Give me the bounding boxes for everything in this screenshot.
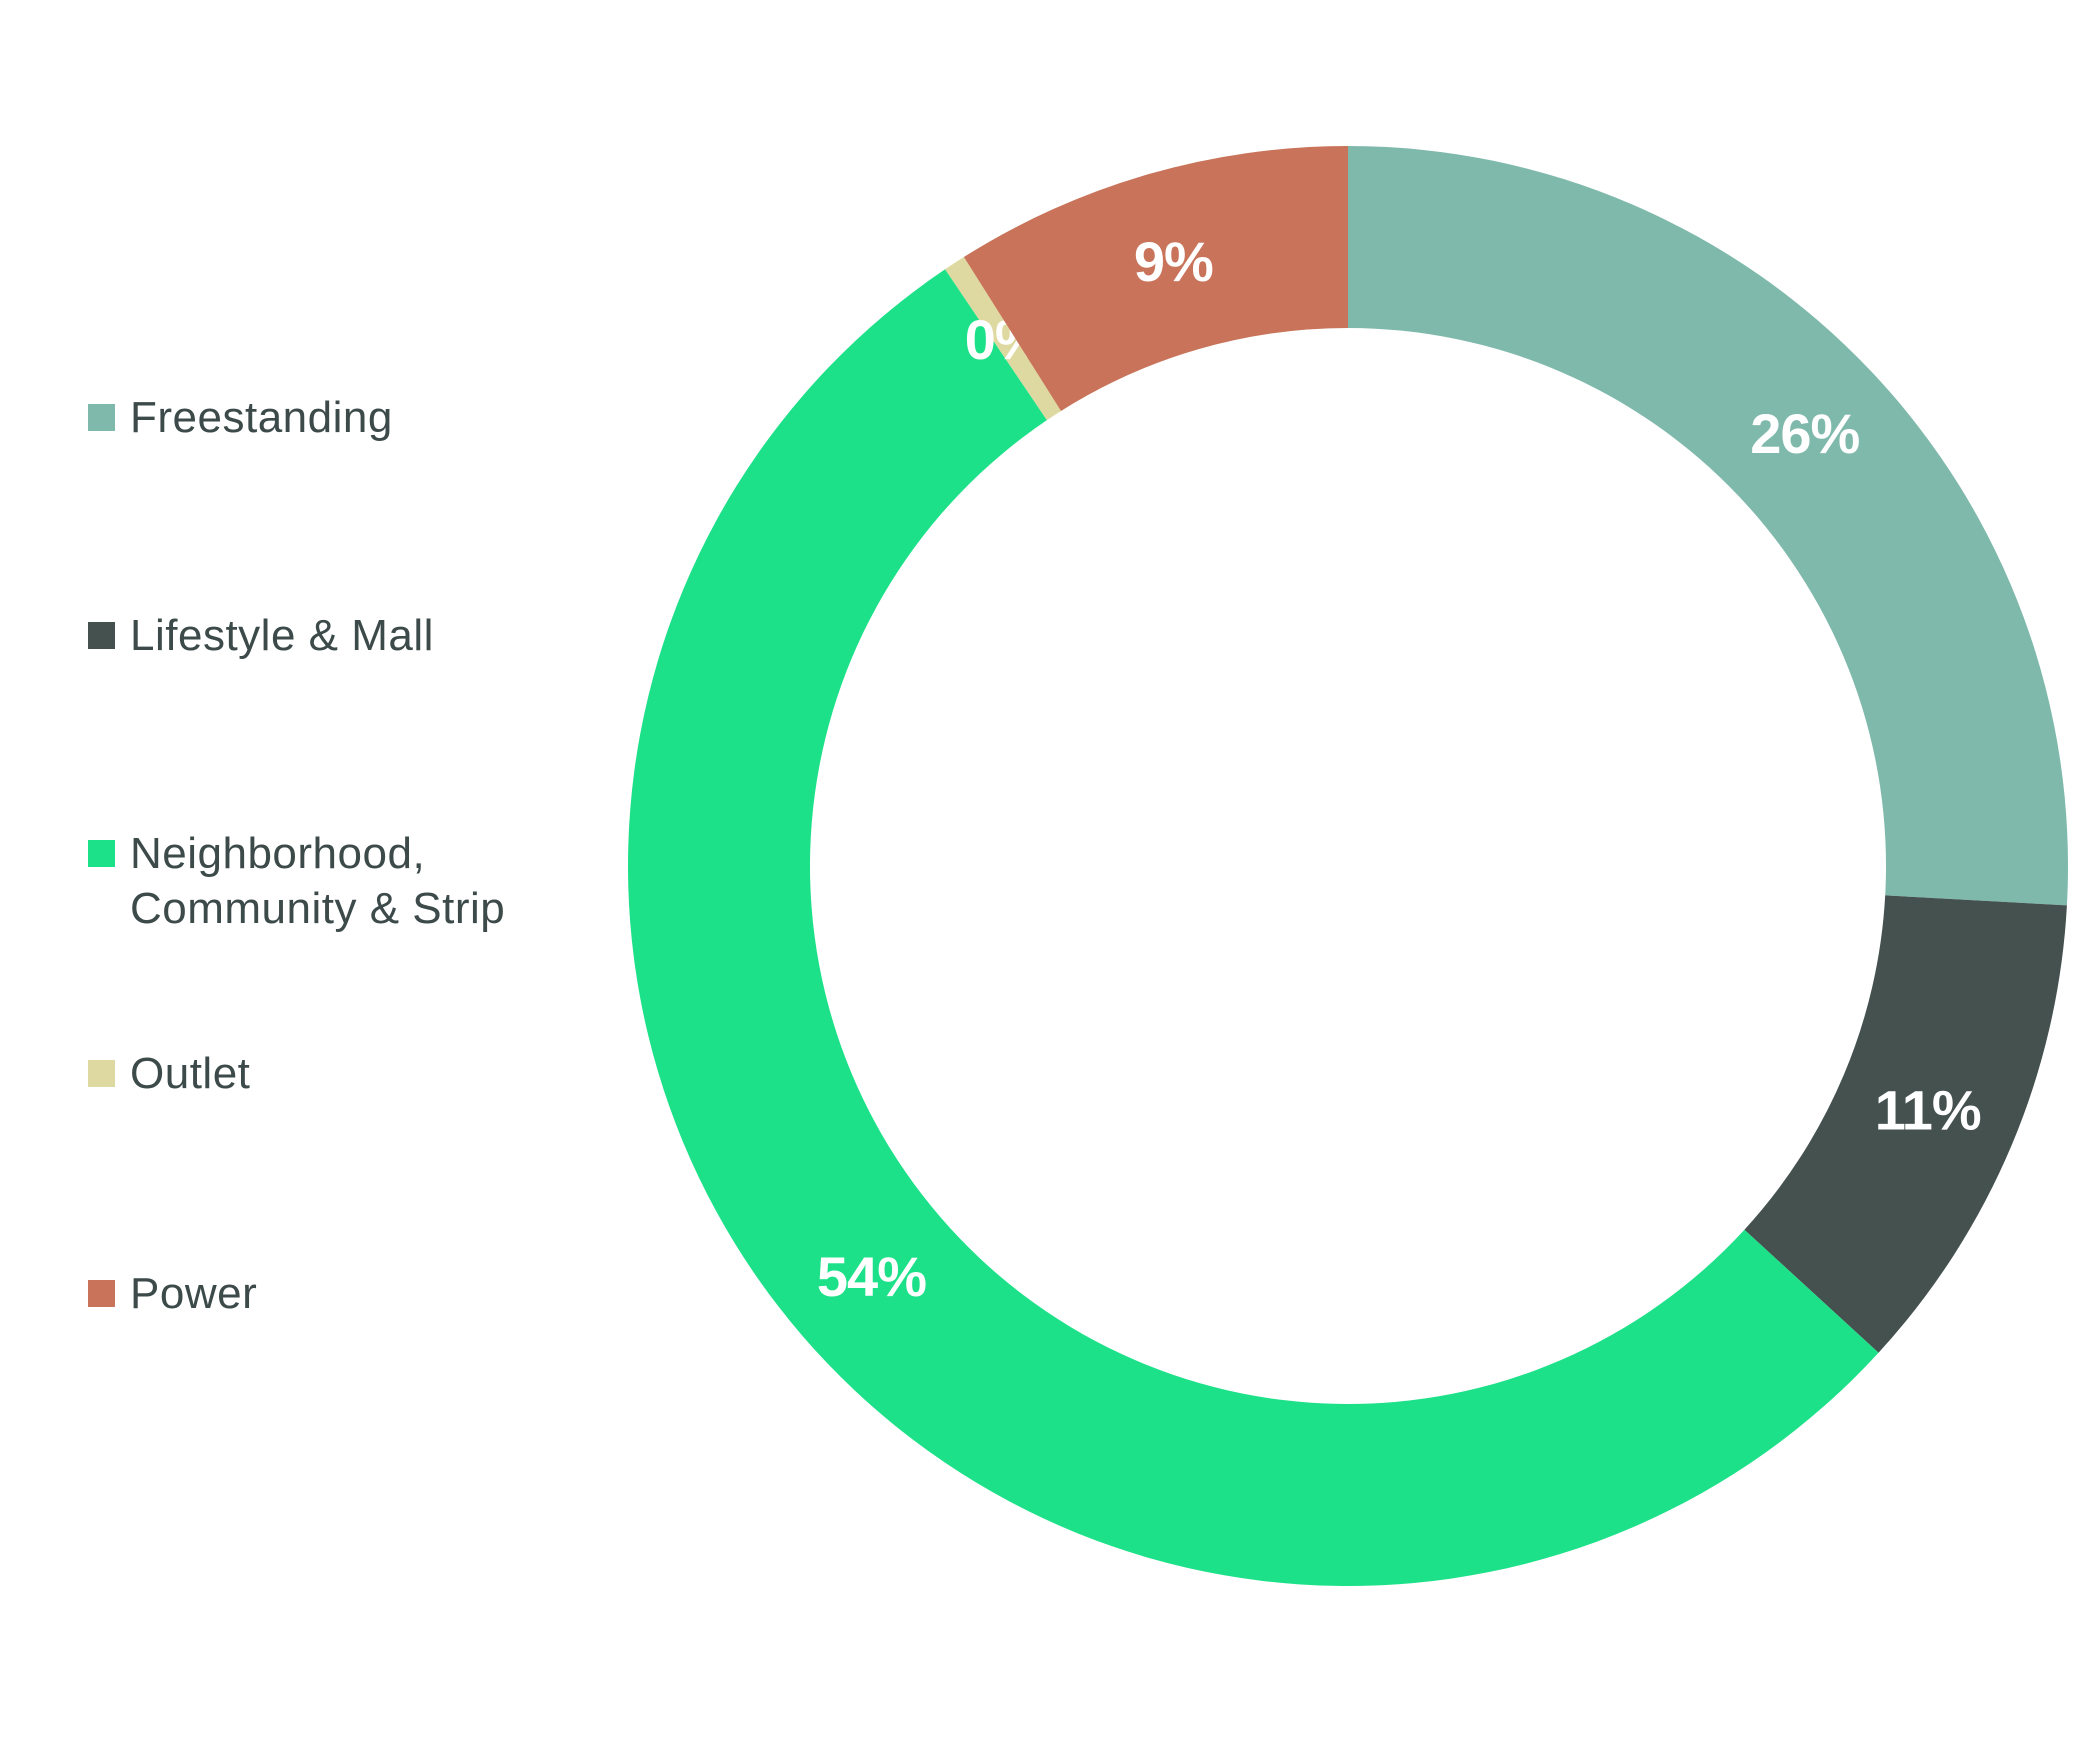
legend-item-lifestyle-mall: Lifestyle & Mall	[88, 608, 434, 663]
legend-item-power: Power	[88, 1266, 257, 1321]
legend-swatch-freestanding	[88, 404, 115, 431]
legend-item-freestanding: Freestanding	[88, 390, 393, 445]
legend-label-outlet: Outlet	[130, 1049, 251, 1098]
slice-label-freestanding: 26%	[1750, 402, 1859, 465]
slice-label-neighborhood-community-strip: 54%	[817, 1245, 926, 1308]
slice-label-lifestyle-mall: 11%	[1875, 1079, 1981, 1142]
legend-swatch-outlet	[88, 1060, 115, 1087]
donut-slice-neighborhood-community-strip	[628, 269, 1879, 1586]
legend-swatch-lifestyle-mall	[88, 622, 115, 649]
legend-label-neighborhood-community-strip: Neighborhood, Community & Strip	[130, 829, 506, 933]
legend-item-outlet: Outlet	[88, 1046, 250, 1101]
donut-slice-lifestyle-mall	[1744, 895, 2067, 1353]
legend-swatch-power	[88, 1280, 115, 1307]
donut-slice-outlet	[945, 257, 1062, 421]
donut-slice-power	[963, 146, 1348, 411]
legend-label-freestanding: Freestanding	[130, 393, 393, 442]
legend-label-power: Power	[130, 1269, 258, 1318]
legend-item-neighborhood-community-strip: Neighborhood, Community & Strip	[88, 826, 505, 936]
legend-swatch-neighborhood-community-strip	[88, 840, 115, 867]
slice-label-power: 9%	[1134, 230, 1213, 293]
legend-label-lifestyle-mall: Lifestyle & Mall	[130, 611, 434, 660]
donut-slice-freestanding	[1348, 146, 2068, 906]
